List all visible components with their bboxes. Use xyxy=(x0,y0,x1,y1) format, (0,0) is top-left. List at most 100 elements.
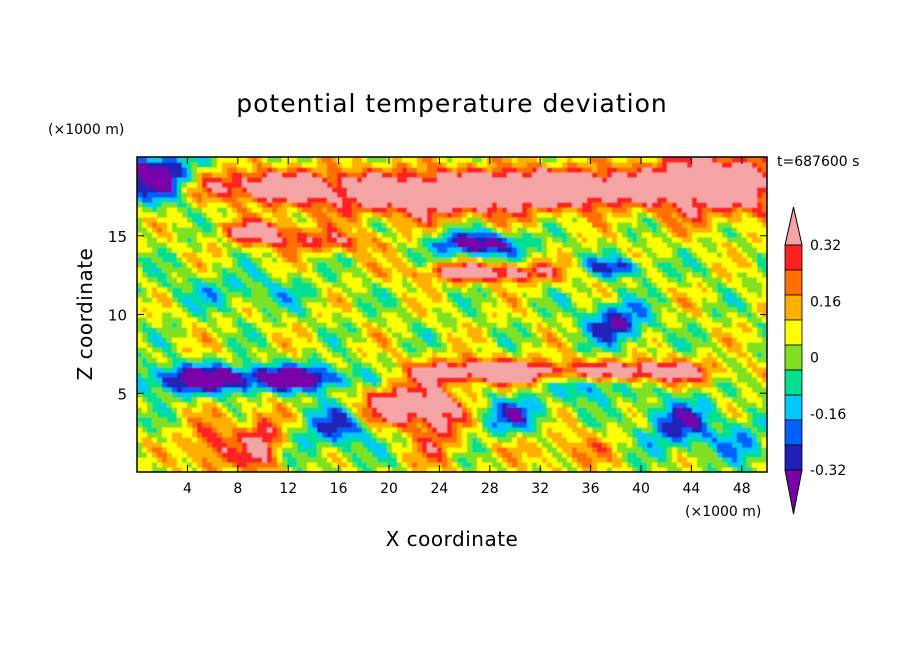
heatmap-cell xyxy=(512,417,518,423)
heatmap-cell xyxy=(687,387,693,393)
heatmap-cell xyxy=(217,442,223,448)
heatmap-cell xyxy=(252,307,258,313)
heatmap-cell xyxy=(567,362,573,368)
heatmap-cell xyxy=(487,417,493,423)
heatmap-cell xyxy=(282,427,288,433)
heatmap-cell xyxy=(737,377,743,383)
heatmap-cell xyxy=(287,437,293,443)
heatmap-cell xyxy=(492,352,498,358)
heatmap-cell xyxy=(727,377,733,383)
heatmap-cell xyxy=(752,422,758,428)
heatmap-cell xyxy=(522,347,528,353)
heatmap-cell xyxy=(462,392,468,398)
heatmap-cell xyxy=(732,382,738,388)
heatmap-cell xyxy=(632,467,638,472)
heatmap-cell xyxy=(582,297,588,303)
heatmap-cell xyxy=(552,342,558,348)
heatmap-cell xyxy=(657,407,663,413)
heatmap-cell xyxy=(562,432,568,438)
heatmap-cell xyxy=(627,442,633,448)
heatmap-cell xyxy=(292,382,298,388)
heatmap-cell xyxy=(262,392,268,398)
heatmap-cell xyxy=(222,332,228,338)
heatmap-cell xyxy=(662,442,668,448)
heatmap-cell xyxy=(527,417,533,423)
heatmap-cell xyxy=(197,277,203,283)
heatmap-cell xyxy=(232,387,238,393)
heatmap-cell xyxy=(282,302,288,308)
heatmap-cell xyxy=(762,347,767,353)
heatmap-cell xyxy=(722,282,728,288)
heatmap-cell xyxy=(212,287,218,293)
heatmap-cell xyxy=(727,452,733,458)
heatmap-cell xyxy=(537,302,543,308)
heatmap-cell xyxy=(702,277,708,283)
heatmap-cell xyxy=(417,387,423,393)
heatmap-cell xyxy=(607,302,613,308)
heatmap-cell xyxy=(612,377,618,383)
heatmap-cell xyxy=(657,442,663,448)
heatmap-cell xyxy=(662,327,668,333)
heatmap-cell xyxy=(317,372,323,378)
heatmap-cell xyxy=(472,317,478,323)
heatmap-cell xyxy=(357,342,363,348)
heatmap-cell xyxy=(267,302,273,308)
heatmap-cell xyxy=(237,467,243,472)
heatmap-cell xyxy=(522,457,528,463)
heatmap-cell xyxy=(622,297,628,303)
heatmap-cell xyxy=(742,417,748,423)
heatmap-cell xyxy=(422,292,428,298)
heatmap-cell xyxy=(582,352,588,358)
heatmap-cell xyxy=(427,382,433,388)
heatmap-cell xyxy=(327,292,333,298)
heatmap-cell xyxy=(372,412,378,418)
heatmap-cell xyxy=(392,287,398,293)
heatmap-cell xyxy=(462,437,468,443)
heatmap-cell xyxy=(527,312,533,318)
heatmap-cell xyxy=(307,427,313,433)
heatmap-cell xyxy=(482,357,488,363)
heatmap-cell xyxy=(472,387,478,393)
heatmap-cell xyxy=(157,442,163,448)
heatmap-cell xyxy=(417,322,423,328)
heatmap-cell xyxy=(627,357,633,363)
heatmap-cell xyxy=(627,452,633,458)
heatmap-cell xyxy=(247,467,253,472)
heatmap-cell xyxy=(297,452,303,458)
heatmap-cell xyxy=(377,452,383,458)
heatmap-cell xyxy=(637,342,643,348)
heatmap-cell xyxy=(347,282,353,288)
heatmap-cell xyxy=(392,392,398,398)
heatmap-cell xyxy=(612,342,618,348)
heatmap-cell xyxy=(382,272,388,278)
heatmap-cell xyxy=(562,342,568,348)
heatmap-cell xyxy=(727,352,733,358)
heatmap-cell xyxy=(302,307,308,313)
heatmap-cell xyxy=(347,272,353,278)
heatmap-cell xyxy=(537,382,543,388)
heatmap-cell xyxy=(762,462,767,468)
heatmap-cell xyxy=(722,347,728,353)
heatmap-cell xyxy=(232,332,238,338)
heatmap-cell xyxy=(492,462,498,468)
heatmap-cell xyxy=(312,452,318,458)
heatmap-cell xyxy=(457,332,463,338)
heatmap-cell xyxy=(162,342,168,348)
heatmap-cell xyxy=(652,327,658,333)
heatmap-cell xyxy=(562,277,568,283)
heatmap-cell xyxy=(377,422,383,428)
heatmap-cell xyxy=(227,342,233,348)
heatmap-cell xyxy=(177,452,183,458)
heatmap-cell xyxy=(512,447,518,453)
heatmap-cell xyxy=(447,287,453,293)
heatmap-cell xyxy=(147,402,153,408)
heatmap-cell xyxy=(172,407,178,413)
heatmap-cell xyxy=(322,352,328,358)
heatmap-cell xyxy=(177,337,183,343)
heatmap-cell xyxy=(412,317,418,323)
heatmap-cell xyxy=(532,437,538,443)
heatmap-cell xyxy=(187,297,193,303)
heatmap-cell xyxy=(147,457,153,463)
heatmap-cell xyxy=(417,337,423,343)
heatmap-cell xyxy=(347,377,353,383)
